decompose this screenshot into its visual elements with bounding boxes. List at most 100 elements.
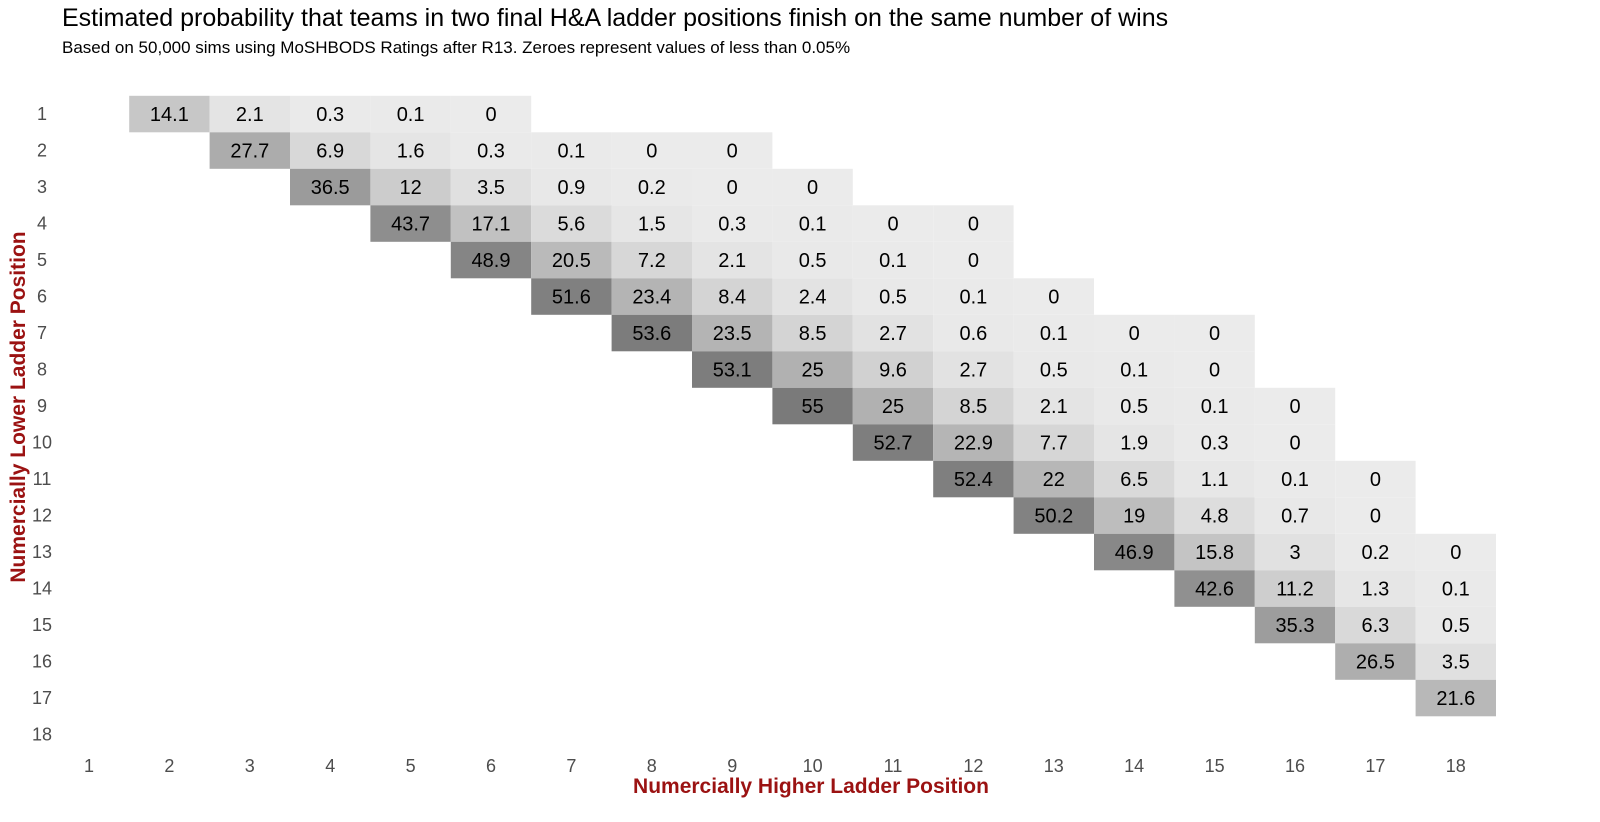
- cell-value-label: 53.1: [713, 360, 752, 382]
- heatmap-cell-6-4: [450, 205, 532, 242]
- heatmap-cell-8-5: [611, 241, 692, 279]
- heatmap-cell-16-10: [1254, 424, 1336, 461]
- cell-value-label: 0.3: [1201, 433, 1229, 455]
- heatmap-cell-15-9: [1174, 387, 1255, 425]
- heatmap-cell-13-10: [1013, 424, 1094, 461]
- heatmap-cell-7-2: [531, 132, 612, 169]
- y-tick-label: 17: [32, 688, 52, 708]
- x-tick-label: 6: [486, 756, 496, 776]
- cell-value-label: 52.7: [874, 433, 913, 455]
- y-tick-label: 5: [37, 250, 47, 270]
- cell-value-label: 2.1: [718, 250, 746, 272]
- x-axis-label: Numercially Higher Ladder Position: [633, 775, 989, 798]
- heatmap-cell-12-10: [933, 424, 1014, 461]
- cell-value-label: 25: [801, 360, 823, 382]
- heatmap-cell-6-5: [450, 241, 532, 279]
- heatmap-cell-5-2: [370, 132, 451, 169]
- cell-value-label: 17.1: [472, 214, 511, 236]
- x-tick-label: 18: [1446, 756, 1466, 776]
- heatmap-cell-9-8: [692, 351, 773, 388]
- heatmap-cell-5-4: [370, 205, 451, 242]
- cell-value-label: 0.1: [557, 141, 585, 163]
- cell-value-label: 5.6: [557, 214, 585, 236]
- heatmap-cell-8-6: [611, 278, 692, 315]
- heatmap-cell-16-12: [1254, 497, 1336, 534]
- cell-value-label: 0: [727, 177, 738, 199]
- cell-value-label: 0.1: [879, 250, 907, 272]
- cell-value-label: 1.3: [1361, 579, 1389, 601]
- cell-value-label: 0.1: [1442, 579, 1470, 601]
- cell-value-label: 0: [1048, 287, 1059, 309]
- cell-value-label: 0.1: [1201, 396, 1229, 418]
- heatmap-cell-9-5: [692, 241, 773, 279]
- cell-value-label: 0.1: [799, 214, 827, 236]
- cell-value-label: 2.7: [879, 323, 907, 345]
- cell-value-label: 14.1: [150, 104, 189, 126]
- cell-value-label: 50.2: [1034, 506, 1073, 528]
- cell-value-label: 12: [399, 177, 421, 199]
- cell-value-label: 0: [1289, 433, 1300, 455]
- cell-value-label: 0: [1289, 396, 1300, 418]
- heatmap-cell-11-7: [852, 314, 934, 352]
- x-tick-label: 10: [803, 756, 823, 776]
- heatmap-cell-3-2: [209, 132, 290, 169]
- y-tick-label: 10: [32, 433, 52, 453]
- heatmap-cell-12-4: [933, 205, 1014, 242]
- heatmap-cell-18-16: [1415, 643, 1496, 680]
- heatmap-cell-12-5: [933, 241, 1014, 279]
- cell-value-label: 0: [1209, 360, 1220, 382]
- heatmap-cell-6-1: [450, 95, 532, 133]
- heatmap-cell-15-12: [1174, 497, 1255, 534]
- cell-value-label: 23.4: [632, 287, 671, 309]
- cell-value-label: 0.3: [316, 104, 344, 126]
- cell-value-label: 8.5: [799, 323, 827, 345]
- heatmap-cell-14-13: [1094, 533, 1175, 571]
- heatmap-cell-7-5: [531, 241, 612, 279]
- heatmap-cell-17-11: [1335, 460, 1416, 498]
- cell-value-label: 9.6: [879, 360, 907, 382]
- heatmap-cell-17-15: [1335, 606, 1416, 644]
- cell-value-label: 6.3: [1361, 615, 1389, 637]
- cell-value-label: 0: [1370, 469, 1381, 491]
- cell-value-label: 8.5: [959, 396, 987, 418]
- y-tick-label: 16: [32, 652, 52, 672]
- heatmap-cell-15-10: [1174, 424, 1255, 461]
- cell-value-label: 0.1: [397, 104, 425, 126]
- cell-value-label: 42.6: [1195, 579, 1234, 601]
- heatmap-cell-14-7: [1094, 314, 1175, 352]
- heatmap-cell-13-11: [1013, 460, 1094, 498]
- cell-value-label: 19: [1123, 506, 1145, 528]
- heatmap-cell-11-9: [852, 387, 934, 425]
- cell-value-label: 22: [1043, 469, 1065, 491]
- heatmap-cell-5-1: [370, 95, 451, 133]
- cell-value-label: 3: [1289, 542, 1300, 564]
- heatmap-cell-5-3: [370, 168, 451, 206]
- cell-value-label: 7.7: [1040, 433, 1068, 455]
- cell-value-label: 0.1: [1120, 360, 1148, 382]
- heatmap-cell-18-17: [1415, 679, 1496, 717]
- heatmap-cell-17-16: [1335, 643, 1416, 680]
- cell-value-label: 0.2: [638, 177, 666, 199]
- cell-value-label: 46.9: [1115, 542, 1154, 564]
- y-tick-label: 13: [32, 542, 52, 562]
- cell-value-label: 0: [807, 177, 818, 199]
- heatmap-cell-16-11: [1254, 460, 1336, 498]
- heatmap-cell-4-2: [290, 132, 371, 169]
- heatmap-cell-14-12: [1094, 497, 1175, 534]
- cell-value-label: 0.5: [799, 250, 827, 272]
- heatmap-cell-9-3: [692, 168, 773, 206]
- cell-value-label: 23.5: [713, 323, 752, 345]
- y-tick-label: 11: [33, 469, 52, 489]
- heatmap-cell-8-2: [611, 132, 692, 169]
- cell-value-label: 0.2: [1361, 542, 1389, 564]
- x-tick-label: 9: [727, 756, 737, 776]
- y-tick-label: 7: [37, 323, 47, 343]
- heatmap-cell-13-7: [1013, 314, 1094, 352]
- heatmap-cell-11-10: [852, 424, 934, 461]
- heatmap-cell-12-11: [933, 460, 1014, 498]
- heatmap-cell-15-11: [1174, 460, 1255, 498]
- heatmap-cell-12-7: [933, 314, 1014, 352]
- heatmap-cell-9-7: [692, 314, 773, 352]
- cell-value-label: 7.2: [638, 250, 666, 272]
